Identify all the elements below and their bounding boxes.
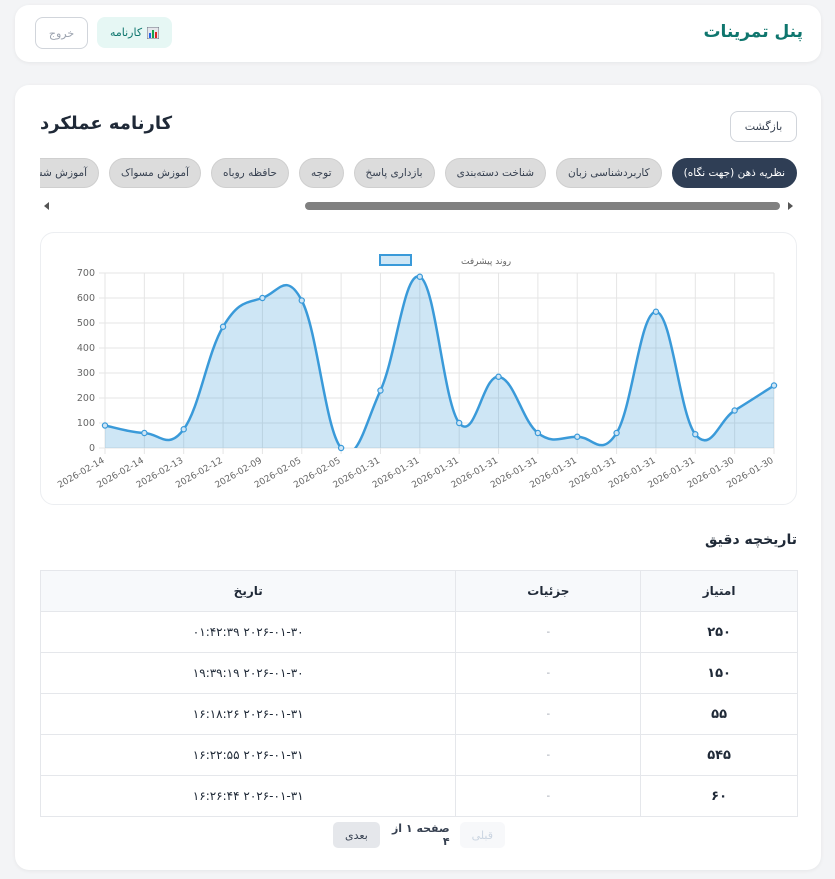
y-tick-label: 600	[77, 293, 95, 304]
tab[interactable]: آموزش شستن	[40, 158, 100, 188]
details-cell: -	[455, 652, 642, 694]
point	[219, 323, 227, 330]
history-row: ۲۵۰-۲۰۲۶-۰۱-۳۰ ۰۱:۴۲:۳۹	[39, 611, 798, 653]
y-tick-label: 400	[77, 343, 95, 354]
point	[377, 387, 384, 394]
point	[141, 429, 148, 437]
score-cell: ۱۵۰	[640, 652, 798, 694]
point	[731, 407, 738, 414]
score-cell: ۶۰	[640, 775, 798, 817]
point	[770, 382, 778, 389]
score-cell: ۵۵	[640, 693, 798, 735]
point	[298, 297, 305, 304]
y-tick-label: 200	[77, 393, 95, 404]
point	[101, 422, 109, 429]
history-title: تاریخچه دقیق	[704, 532, 797, 548]
top-bar: پنل تمرینات کارنامه خروج	[15, 5, 821, 62]
point	[259, 294, 266, 302]
date-cell: ۲۰۲۶-۰۱-۳۰ ۰۱:۴۲:۳۹	[39, 611, 457, 653]
chart-card: 0 100 200 300 400 500 600 700 2026-02-14 2026-02-…	[40, 232, 797, 505]
history-row: ۵۵-۲۰۲۶-۰۱-۳۱ ۱۶:۱۸:۲۶	[39, 693, 798, 735]
history-table: امتیاز جزئیات تاریخ ۲۵۰-۲۰۲۶-۰۱-۳۰ ۰۱:۴۲:۳…	[39, 570, 798, 817]
page-status: صفحه ۱ از ۴	[391, 822, 450, 848]
scrollbar	[44, 202, 793, 210]
y-tick-label: 100	[77, 418, 95, 429]
y-tick-label: 0	[89, 443, 95, 454]
tab[interactable]: آموزش مسواک	[109, 158, 201, 188]
header-row: امتیاز جزئیات تاریخ	[39, 570, 798, 612]
point	[574, 433, 581, 440]
point	[416, 273, 424, 280]
back-button[interactable]: بازگشت	[730, 111, 797, 142]
chart: 01002003004005006007002026-02-142026-02-…	[56, 254, 778, 491]
previous-button[interactable]: قبلی	[459, 822, 505, 848]
tab-bar: نظریه ذهن (جهت نگاه) کاربردشناسی زبان شناخ…	[40, 158, 797, 190]
column-header: جزئیات	[455, 570, 642, 612]
score-cell: ۵۴۵	[640, 734, 798, 776]
tab[interactable]: شناخت دسته‌بندی	[444, 158, 547, 188]
pagination: قبلی صفحه ۱ از ۴ بعدی	[333, 822, 505, 848]
page-title: کارنامه عملکرد	[40, 113, 173, 134]
y-tick-label: 300	[77, 368, 95, 379]
point	[495, 373, 502, 380]
column-header: تاریخ	[39, 570, 457, 612]
app-title: پنل تمرینات	[703, 22, 803, 42]
date-cell: ۲۰۲۶-۰۱-۳۱ ۱۶:۲۲:۵۵	[39, 734, 457, 776]
history-row: ۵۴۵-۲۰۲۶-۰۱-۳۱ ۱۶:۲۲:۵۵	[39, 734, 798, 776]
point	[613, 429, 620, 437]
legend-label: روند پیشرفت	[461, 257, 511, 267]
tab[interactable]: بازداری پاسخ	[353, 158, 435, 188]
point	[180, 426, 187, 433]
details-cell: -	[455, 693, 642, 735]
column-header: امتیاز	[640, 570, 798, 612]
point	[455, 419, 463, 427]
tab[interactable]: حافظه روباه	[210, 158, 290, 188]
area-fill	[105, 276, 774, 448]
report-button-label: کارنامه	[109, 26, 143, 39]
tab[interactable]: کاربردشناسی زبان	[556, 158, 662, 188]
date-cell: ۲۰۲۶-۰۱-۳۰ ۱۹:۳۹:۱۹	[39, 652, 457, 694]
point	[692, 431, 699, 438]
history-row: ۶۰-۲۰۲۶-۰۱-۳۱ ۱۶:۲۶:۴۴	[39, 775, 798, 817]
details-cell: -	[455, 775, 642, 817]
history-row: ۱۵۰-۲۰۲۶-۰۱-۳۰ ۱۹:۳۹:۱۹	[39, 652, 798, 694]
y-tick-label: 500	[77, 318, 95, 329]
details-cell: -	[455, 611, 642, 653]
legend-swatch	[379, 254, 412, 266]
tab[interactable]: توجه	[299, 158, 344, 188]
y-tick-label: 700	[77, 268, 95, 279]
logout-button[interactable]: خروج	[35, 17, 88, 49]
tab[interactable]: نظریه ذهن (جهت نگاه)	[671, 158, 797, 188]
point	[534, 429, 542, 437]
details-cell: -	[455, 734, 642, 776]
date-cell: ۲۰۲۶-۰۱-۳۱ ۱۶:۲۶:۴۴	[39, 775, 457, 817]
score-cell: ۲۵۰	[640, 611, 798, 653]
date-cell: ۲۰۲۶-۰۱-۳۱ ۱۶:۱۸:۲۶	[39, 693, 457, 735]
point	[337, 444, 345, 452]
chart-icon	[147, 26, 160, 39]
next-button[interactable]: بعدی	[333, 822, 380, 848]
report-button[interactable]: کارنامه	[97, 17, 172, 48]
point	[652, 308, 660, 315]
